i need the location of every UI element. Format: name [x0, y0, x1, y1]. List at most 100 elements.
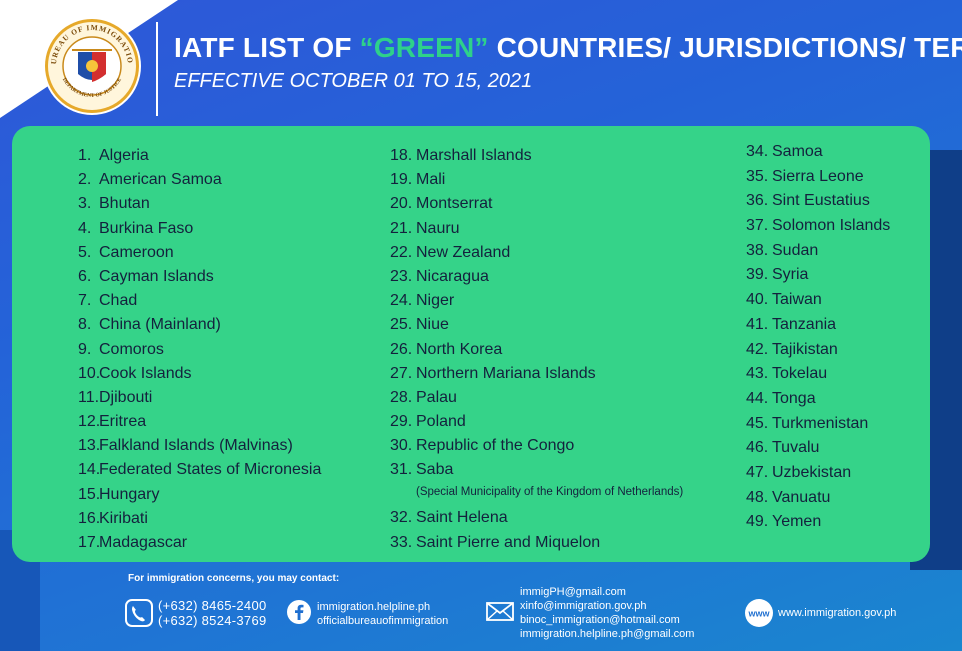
country-number: 34. — [746, 143, 769, 160]
country-name: China (Mainland) — [99, 316, 221, 334]
country-number: 49. — [746, 513, 769, 531]
country-name: New Zealand — [416, 243, 511, 261]
country-number: 35. — [746, 167, 769, 185]
country-number: 28. — [390, 388, 413, 406]
country-item: 16. Kiribati — [78, 507, 321, 531]
page-title: IATF LIST OF “GREEN” COUNTRIES/ JURISDIC… — [174, 32, 962, 64]
country-number: 8. — [78, 316, 92, 334]
country-number: 41. — [746, 315, 769, 333]
country-name: American Samoa — [99, 171, 222, 189]
country-item: 27. Northern Mariana Islands — [390, 362, 683, 386]
email-address-4[interactable]: immigration.helpline.ph@gmail.com — [520, 628, 695, 640]
country-number: 19. — [390, 171, 413, 189]
country-name: Federated States of Micronesia — [99, 461, 322, 479]
country-item: 35. Sierra Leone — [746, 165, 890, 190]
website-link[interactable]: www.immigration.gov.ph — [778, 607, 897, 619]
country-number: 2. — [78, 171, 92, 189]
phone-number-1[interactable]: (+632) 8465-2400 — [158, 598, 267, 613]
country-name: Madagascar — [99, 534, 188, 551]
country-name: North Korea — [416, 340, 503, 358]
country-name: Comoros — [99, 340, 164, 358]
country-name: Turkmenistan — [772, 414, 869, 432]
country-number: 21. — [390, 219, 413, 237]
email-address-1[interactable]: immigPH@gmail.com — [520, 586, 626, 598]
country-item: 37. Solomon Islands — [746, 214, 890, 239]
country-name: Taiwan — [772, 291, 822, 309]
facebook-icon — [286, 599, 312, 625]
country-number: 18. — [390, 147, 413, 164]
country-column-2: 18. Marshall Islands 19. Mali 20. Montserrat 2… — [390, 144, 683, 555]
country-name: Saint Helena — [416, 509, 508, 527]
country-item: 13. Falkland Islands (Malvinas) — [78, 434, 321, 458]
country-name: Burkina Faso — [99, 219, 194, 237]
country-item: 24. Niger — [390, 289, 683, 313]
country-name: Sudan — [772, 241, 819, 259]
country-column-3: 34. Samoa 35. Sierra Leone 36. Sint Eustatius… — [746, 140, 890, 535]
country-item: 49. Yemen — [746, 510, 890, 535]
country-number: 4. — [78, 219, 92, 237]
country-number: 44. — [746, 389, 769, 407]
country-number: 40. — [746, 291, 769, 309]
country-number: 36. — [746, 192, 769, 210]
country-item: 19. Mali — [390, 168, 683, 192]
country-name: Eritrea — [99, 413, 147, 431]
effective-date-subtitle: EFFECTIVE OCTOBER 01 TO 15, 2021 — [174, 70, 533, 92]
country-number: 13. — [78, 437, 101, 455]
country-name: Tokelau — [772, 365, 828, 383]
country-item: 12. Eritrea — [78, 410, 321, 434]
phone-number-2[interactable]: (+632) 8524-3769 — [158, 613, 267, 628]
country-number: 3. — [78, 195, 92, 213]
country-number: 38. — [746, 241, 769, 259]
country-name: Northern Mariana Islands — [416, 364, 596, 382]
country-item: 36. Sint Eustatius — [746, 189, 890, 214]
country-number: 46. — [746, 439, 769, 457]
country-item: 21. Nauru — [390, 217, 683, 241]
country-number: 17. — [78, 534, 101, 551]
country-item: 33. Saint Pierre and Miquelon — [390, 531, 683, 555]
country-item: 5. Cameroon — [78, 241, 321, 265]
country-item: 6. Cayman Islands — [78, 265, 321, 289]
country-name: Uzbekistan — [772, 463, 852, 481]
country-name: Tanzania — [772, 315, 837, 333]
country-item: 26. North Korea — [390, 338, 683, 362]
country-name: Falkland Islands (Malvinas) — [99, 437, 293, 455]
country-item-row: 31. Saba — [390, 458, 683, 482]
country-name: Bhutan — [99, 195, 150, 213]
country-number: 32. — [390, 509, 413, 527]
email-address-3[interactable]: binoc_immigration@hotmail.com — [520, 614, 680, 626]
country-number: 14. — [78, 461, 101, 479]
country-number: 20. — [390, 195, 413, 213]
email-address-2[interactable]: xinfo@immigration.gov.ph — [520, 600, 647, 612]
country-number: 24. — [390, 292, 413, 310]
country-item: 2. American Samoa — [78, 168, 321, 192]
country-name: Poland — [416, 413, 466, 431]
country-name: Tonga — [772, 389, 816, 407]
country-item: 11. Djibouti — [78, 386, 321, 410]
country-number: 1. — [78, 147, 92, 164]
country-note: (Special Municipality of the Kingdom of … — [416, 486, 684, 499]
country-number: 26. — [390, 340, 413, 358]
bureau-of-immigration-seal: BUREAU OF IMMIGRATION DEPARTMENT OF JUST… — [39, 9, 142, 116]
seal-icon: BUREAU OF IMMIGRATION DEPARTMENT OF JUST… — [39, 9, 141, 115]
country-item: 29. Poland — [390, 410, 683, 434]
country-name: Nauru — [416, 219, 460, 237]
country-list-panel: 1. Algeria 2. American Samoa 3. Bhutan 4. Burki… — [12, 126, 930, 562]
country-item: 15. Hungary — [78, 483, 321, 507]
country-name: Niue — [416, 316, 449, 334]
country-number: 7. — [78, 292, 92, 310]
country-number: 30. — [390, 437, 413, 455]
country-item: 32. Saint Helena — [390, 506, 683, 530]
country-item: 44. Tonga — [746, 387, 890, 412]
country-name: Algeria — [99, 147, 149, 164]
country-number: 43. — [746, 365, 769, 383]
country-item: 38. Sudan — [746, 239, 890, 264]
country-number: 15. — [78, 485, 101, 503]
facebook-handle-2[interactable]: officialbureauofimmigration — [317, 615, 449, 627]
facebook-handle-1[interactable]: immigration.helpline.ph — [317, 601, 431, 613]
svg-text:www: www — [747, 609, 770, 619]
country-item: 9. Comoros — [78, 338, 321, 362]
country-number: 12. — [78, 413, 101, 431]
country-number: 37. — [746, 217, 769, 235]
country-item: 41. Tanzania — [746, 313, 890, 338]
country-item: 34. Samoa — [746, 140, 890, 165]
